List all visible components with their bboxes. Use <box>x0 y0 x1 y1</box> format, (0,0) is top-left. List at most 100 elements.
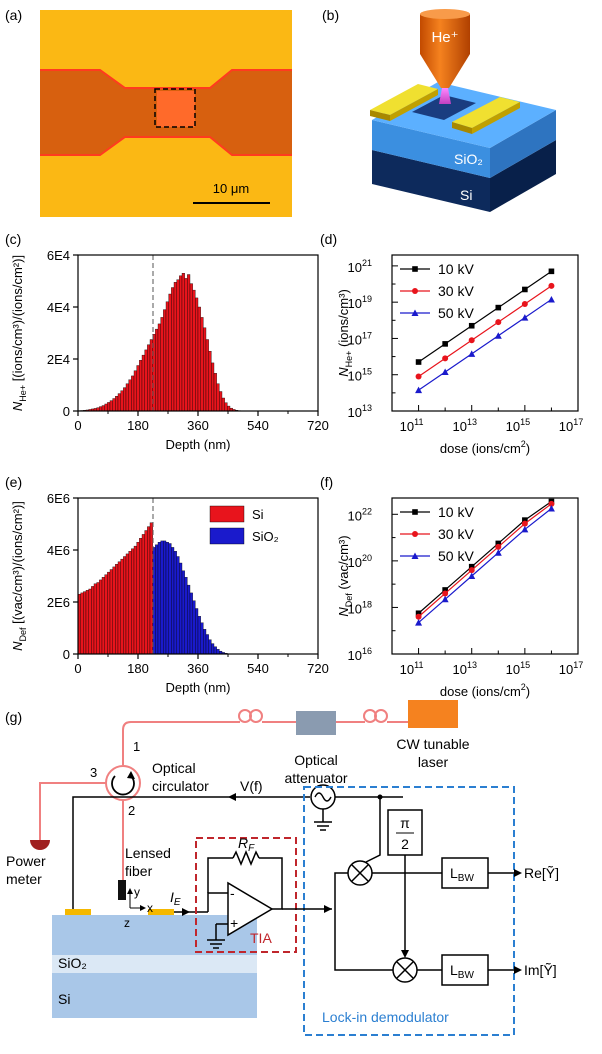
substrate-sio2-label: SiO₂ <box>58 955 87 971</box>
data-point <box>495 304 502 311</box>
bar-si-15 <box>117 561 121 655</box>
data-point <box>521 314 529 321</box>
bar-sio2-3 <box>160 540 164 655</box>
y-tick-label: 1022 <box>348 506 372 523</box>
panel-b-label: (b) <box>322 7 339 23</box>
x-tick-label: 1017 <box>559 417 583 434</box>
micrograph-a: 10 μm <box>40 10 292 217</box>
bar-10 <box>104 403 108 412</box>
bar-15 <box>117 393 121 412</box>
bar-35 <box>171 287 175 412</box>
bar-si-8 <box>99 579 103 655</box>
lowpass-im-label: LBW <box>450 962 474 981</box>
bar-si-23 <box>139 538 143 655</box>
lowpass-re-label: LBW <box>450 865 474 884</box>
legend-label-1: SiO₂ <box>252 529 279 544</box>
bar-56 <box>227 405 231 412</box>
bar-sio2-22 <box>211 643 215 655</box>
bar-sio2-13 <box>187 584 191 655</box>
data-point <box>495 543 502 550</box>
series-line-1 <box>418 503 552 618</box>
panel-c-label: (c) <box>5 231 21 247</box>
legend-label-1: 30 kV <box>438 526 474 542</box>
y-axis-label: NHe+ (ions/cm³) <box>336 289 354 377</box>
bar-sio2-1 <box>155 544 159 655</box>
bar-51 <box>213 373 217 412</box>
data-point <box>415 613 422 620</box>
bar-si-13 <box>112 566 116 655</box>
data-point <box>412 288 418 294</box>
bar-23 <box>139 360 143 412</box>
bias-wire <box>72 796 310 909</box>
bar-si-5 <box>91 586 95 655</box>
x-tick-label: 180 <box>127 661 149 676</box>
bar-26 <box>147 344 151 412</box>
y-tick-label: 6E4 <box>47 248 70 263</box>
data-point <box>494 549 502 556</box>
legend-label-0: 10 kV <box>438 504 474 520</box>
bar-si-3 <box>85 590 89 655</box>
circulator-port-2: 2 <box>128 803 135 818</box>
bar-17 <box>123 387 127 412</box>
fiber-to-attenuator <box>122 721 240 765</box>
data-point <box>442 587 448 593</box>
bar-si-1 <box>80 592 84 655</box>
sio2-layer-label: SiO₂ <box>454 151 483 167</box>
x-axis-label: dose (ions/cm2) <box>440 682 530 699</box>
bar-36 <box>173 282 177 412</box>
substrate-si-label: Si <box>58 991 70 1007</box>
data-point <box>468 567 475 574</box>
bar-12 <box>109 400 113 412</box>
legend-swatch-0 <box>209 505 245 523</box>
bar-sio2-15 <box>192 600 196 655</box>
series-line-2 <box>418 298 552 391</box>
y-tick-label: 6E6 <box>47 491 70 506</box>
data-point <box>415 619 423 626</box>
data-point <box>548 282 555 289</box>
data-point <box>548 500 555 507</box>
bar-sio2-6 <box>168 543 172 655</box>
x-axis-label: Depth (nm) <box>165 437 230 452</box>
x-tick-label: 1013 <box>452 417 476 434</box>
data-point <box>495 319 502 326</box>
bar-32 <box>163 309 167 412</box>
chart-f: 1011 1013 1015 1017 1016 1018 1020 1022 10 kV 30 … <box>336 497 583 699</box>
tia-box <box>195 837 297 953</box>
bar-sio2-11 <box>181 570 185 655</box>
bar-38 <box>179 275 183 412</box>
data-point <box>412 509 418 515</box>
bar-si-21 <box>133 545 137 655</box>
data-point <box>468 322 475 329</box>
x-tick-label: 0 <box>74 418 81 433</box>
y-tick-label: 4E4 <box>47 300 70 315</box>
data-point <box>468 563 475 570</box>
axis-z-label: z <box>124 916 130 930</box>
y-tick-label: 2E4 <box>47 352 70 367</box>
y-tick-label: 1016 <box>348 646 372 663</box>
bar-sio2-24 <box>216 649 220 655</box>
bar-48 <box>205 339 209 412</box>
data-point <box>441 368 449 375</box>
bar-45 <box>197 306 201 412</box>
x-tick-label: 180 <box>127 418 149 433</box>
data-point <box>441 595 449 603</box>
data-point <box>468 572 476 579</box>
bar-53 <box>219 391 223 412</box>
y-tick-label: 0 <box>63 404 70 419</box>
feedback-resistor-icon <box>232 850 260 866</box>
bar-si-6 <box>93 583 97 655</box>
bar-si-12 <box>109 569 113 655</box>
phase-two: 2 <box>401 836 409 852</box>
bar-sio2-4 <box>163 540 167 655</box>
power-meter-label-2: meter <box>6 871 42 887</box>
ion-beam <box>439 88 451 104</box>
x-tick-label: 360 <box>187 418 209 433</box>
series-line-0 <box>418 270 552 363</box>
bar-sio2-7 <box>171 547 175 655</box>
chart-c: 0 180 360 540 720 0 2E4 4E4 6E4 Depth (nm) NHe+ [(… <box>10 248 329 452</box>
bar-si-27 <box>149 522 153 655</box>
region-box <box>154 88 196 128</box>
lowpass-filter-im <box>441 954 489 986</box>
data-point <box>415 386 423 394</box>
